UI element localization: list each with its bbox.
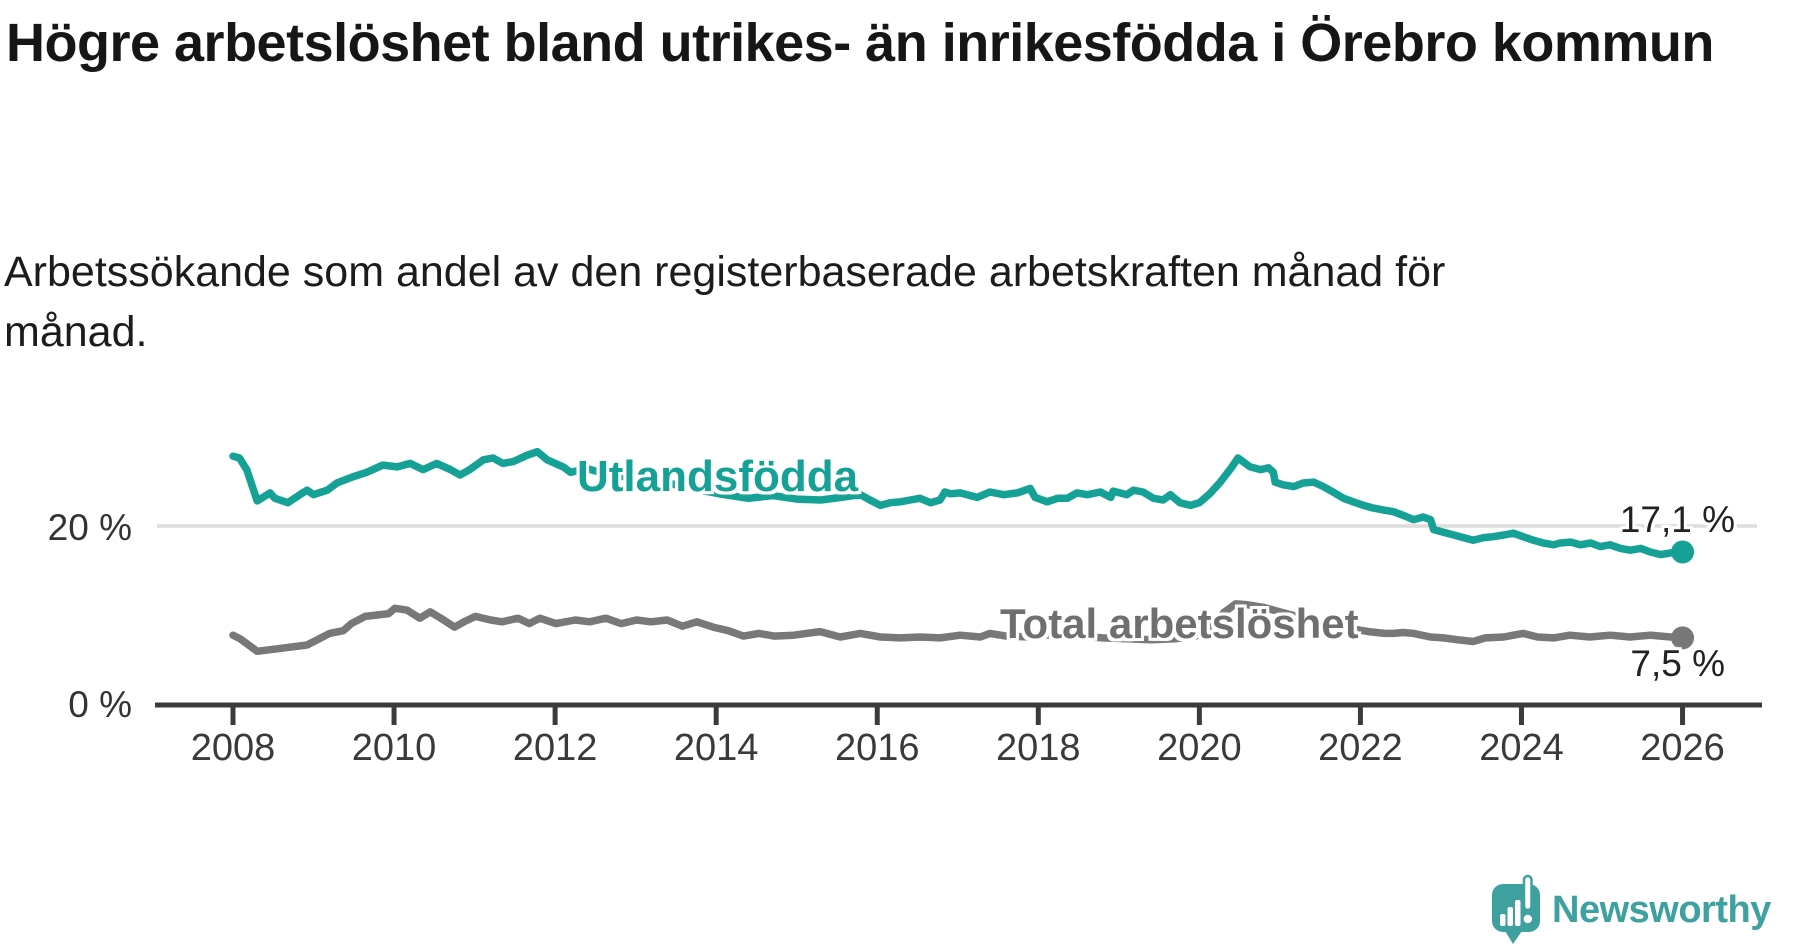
x-tick-label-2014: 2014 bbox=[673, 727, 759, 769]
x-tick-label-2026: 2026 bbox=[1640, 727, 1725, 769]
end-value-label-total: 7,5 % bbox=[1630, 643, 1725, 684]
series-label-utlandsfodda: Utlandsfödda bbox=[577, 452, 859, 501]
end-value-label-utlandsfodda: 17,1 % bbox=[1619, 499, 1735, 540]
x-tick-label-2008: 2008 bbox=[190, 727, 276, 769]
x-tick-label-2016: 2016 bbox=[834, 727, 920, 769]
newsworthy-branding: Newsworthy bbox=[1486, 870, 1800, 948]
newsworthy-logo-text: Newsworthy bbox=[1552, 889, 1771, 931]
chart-subtitle: Arbetssökande som andel av den registerb… bbox=[4, 248, 1446, 356]
x-tick-label-2022: 2022 bbox=[1318, 727, 1403, 769]
chart-title: Högre arbetslöshet bland utrikes- än inr… bbox=[6, 13, 1714, 73]
x-tick-label-2024: 2024 bbox=[1479, 727, 1564, 769]
x-tick-label-2018: 2018 bbox=[996, 727, 1081, 769]
x-tick-label-2020: 2020 bbox=[1157, 727, 1242, 769]
newsworthy-logo-icon bbox=[1492, 874, 1540, 944]
y-axis-label-20: 20 % bbox=[47, 507, 132, 548]
series-label-total-arbetsloshet: Total arbetslöshet bbox=[1000, 600, 1359, 647]
x-tick-label-2012: 2012 bbox=[512, 727, 598, 769]
y-axis-label-0: 0 % bbox=[68, 684, 132, 725]
x-tick-label-2010: 2010 bbox=[351, 727, 437, 769]
